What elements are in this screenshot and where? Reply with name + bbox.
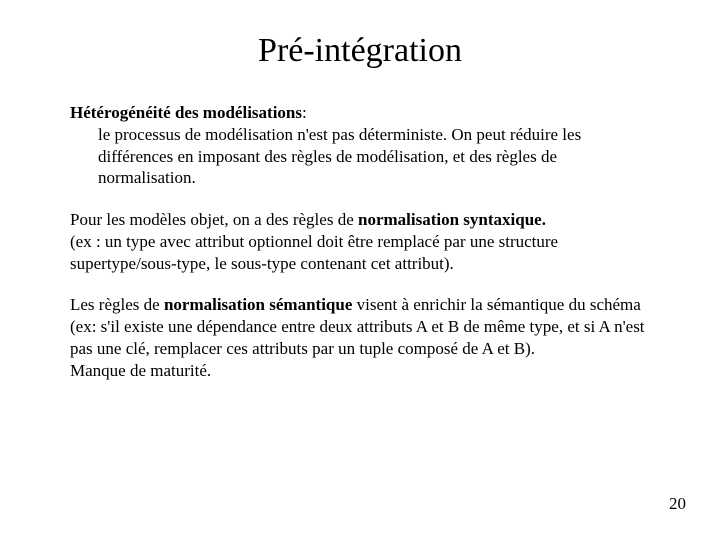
slide-container: Pré-intégration Hétérogénéité des modéli… — [0, 0, 720, 540]
para1-body: le processus de modélisation n'est pas d… — [98, 124, 650, 189]
para3-lead: Les règles de — [70, 295, 164, 314]
slide-title: Pré-intégration — [70, 32, 650, 70]
para1-heading-bold: Hétérogénéité des modélisations — [70, 103, 302, 122]
para1-heading-tail: : — [302, 103, 307, 122]
para3-bold: normalisation sémantique — [164, 295, 352, 314]
para2-example: (ex : un type avec attribut optionnel do… — [70, 232, 558, 273]
para2-bold: normalisation syntaxique. — [358, 210, 546, 229]
para3-maturity: Manque de maturité. — [70, 361, 211, 380]
paragraph-syntactic: Pour les modèles objet, on a des règles … — [70, 209, 650, 274]
para2-lead: Pour les modèles objet, on a des règles … — [70, 210, 358, 229]
page-number: 20 — [669, 494, 686, 514]
paragraph-heterogeneity: Hétérogénéité des modélisations: le proc… — [70, 102, 650, 189]
paragraph-semantic: Les règles de normalisation sémantique v… — [70, 294, 650, 381]
